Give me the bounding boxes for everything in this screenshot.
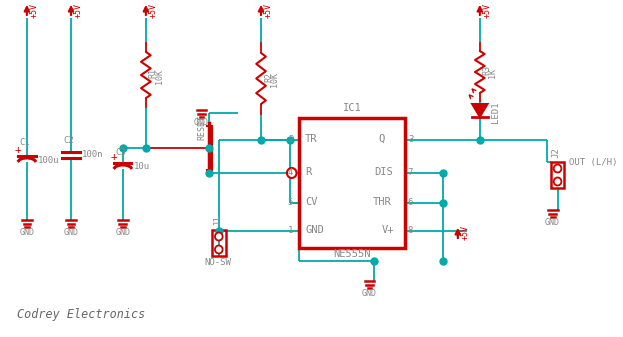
Text: 6: 6 — [408, 198, 413, 207]
Text: 10u: 10u — [133, 162, 150, 171]
Text: 5: 5 — [288, 198, 293, 207]
Text: V+: V+ — [382, 225, 394, 235]
Text: GND: GND — [362, 289, 377, 298]
Text: R1: R1 — [149, 68, 158, 78]
Text: 100u: 100u — [37, 156, 59, 165]
Circle shape — [554, 164, 561, 173]
Text: GND: GND — [64, 228, 78, 237]
Text: 100n: 100n — [82, 150, 103, 159]
Bar — [300, 118, 405, 248]
Text: +: + — [14, 145, 21, 155]
Text: 10K: 10K — [270, 72, 278, 87]
Text: 1K: 1K — [488, 68, 498, 78]
Text: J1: J1 — [213, 216, 222, 226]
Text: +5V: +5V — [149, 2, 158, 18]
Text: NE555N: NE555N — [333, 249, 371, 259]
Text: GND: GND — [115, 228, 130, 237]
Text: +5V: +5V — [460, 225, 470, 241]
Circle shape — [554, 178, 561, 185]
Circle shape — [215, 233, 222, 241]
Text: C2: C2 — [64, 136, 74, 145]
Text: C3: C3 — [115, 148, 126, 157]
Text: GND: GND — [305, 225, 324, 235]
Text: GND: GND — [194, 118, 209, 127]
Text: J2: J2 — [552, 148, 561, 158]
Text: TR: TR — [305, 134, 318, 144]
Bar — [212, 230, 226, 256]
Text: +5V: +5V — [74, 2, 83, 18]
Text: OUT (L/H): OUT (L/H) — [569, 158, 617, 167]
Circle shape — [287, 168, 297, 178]
Text: R: R — [305, 167, 312, 177]
Text: +5V: +5V — [483, 2, 492, 18]
Text: +: + — [110, 152, 117, 162]
Bar — [551, 162, 564, 188]
Text: R2: R2 — [264, 71, 273, 82]
Text: RESET: RESET — [197, 116, 206, 141]
Text: IC1: IC1 — [343, 103, 361, 113]
Text: THR: THR — [373, 197, 391, 207]
Text: 1: 1 — [288, 226, 293, 235]
Text: C1: C1 — [19, 138, 30, 147]
Text: GND: GND — [19, 228, 34, 237]
Text: Q: Q — [378, 134, 384, 144]
Text: +5V: +5V — [30, 2, 39, 18]
Text: 8: 8 — [408, 226, 413, 235]
Text: GND: GND — [545, 218, 560, 227]
Polygon shape — [472, 104, 488, 117]
Text: CV: CV — [305, 197, 318, 207]
Text: R3: R3 — [483, 65, 492, 75]
Text: NO-SW: NO-SW — [204, 258, 231, 267]
Text: +5V: +5V — [264, 2, 273, 18]
Text: 4: 4 — [288, 168, 293, 177]
Text: LED1: LED1 — [492, 101, 500, 123]
Text: 7: 7 — [408, 168, 413, 177]
Circle shape — [215, 245, 222, 253]
Text: Codrey Electronics: Codrey Electronics — [17, 308, 146, 321]
Text: 3: 3 — [408, 135, 413, 144]
Text: 10K: 10K — [155, 68, 163, 84]
Text: 2: 2 — [288, 135, 293, 144]
Text: DIS: DIS — [374, 167, 393, 177]
